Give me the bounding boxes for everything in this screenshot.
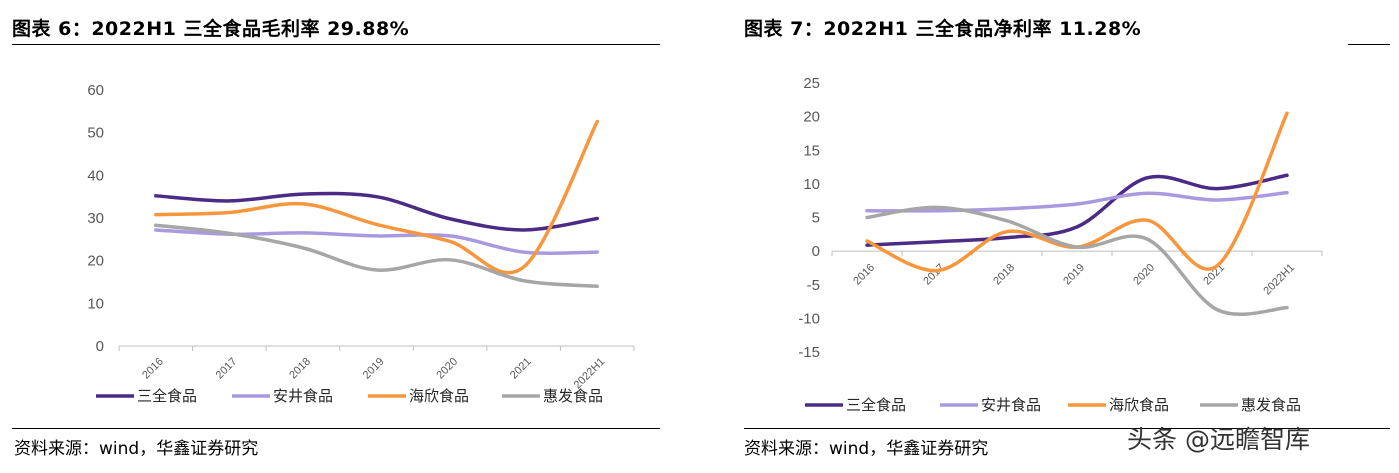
- x-tick-label: 2021: [508, 356, 534, 382]
- legend-label: 三全食品: [846, 396, 906, 414]
- chart-net-margin: -15 -10 -5 0 5 10 15 20 25 2016 2017 2018 2019 2020 20…: [798, 75, 1323, 414]
- x-tick-label: 2022H1: [1261, 262, 1297, 298]
- x-tick-label: 2016: [851, 262, 877, 288]
- x-tick-label: 2019: [361, 356, 387, 382]
- series-line: [865, 205, 1289, 317]
- watermark: 头条 @远瞻智库: [1127, 425, 1310, 454]
- y-tick-label: 10: [803, 176, 820, 193]
- y-tick-label: 60: [87, 82, 104, 99]
- series-line: [865, 111, 1289, 273]
- y-tick-label: -10: [798, 310, 820, 327]
- title-underline-right: [1348, 44, 1390, 45]
- chart-title-right: 图表 7：2022H1 三全食品净利率 11.28%: [744, 18, 1142, 40]
- source-rule-left: [12, 428, 660, 429]
- y-tick-label: -5: [807, 277, 820, 294]
- x-tick-label: 2019: [1061, 262, 1087, 288]
- series-line: [154, 223, 599, 289]
- legend-label: 海欣食品: [1109, 396, 1169, 414]
- x-tick-label: 2020: [1131, 262, 1157, 288]
- legend-label: 海欣食品: [409, 387, 469, 405]
- series-line: [865, 190, 1289, 213]
- y-tick-label: 20: [87, 253, 104, 270]
- x-tick-label: 2021: [1201, 262, 1227, 288]
- legend-label: 安井食品: [273, 387, 333, 405]
- x-tick-label: 2020: [434, 356, 460, 382]
- y-tick-label: 10: [87, 295, 104, 312]
- y-tick-label: 25: [803, 75, 820, 92]
- y-tick-label: 30: [87, 210, 104, 227]
- x-tick-label: 2017: [214, 356, 240, 382]
- x-tick-label: 2016: [140, 356, 166, 382]
- legend-label: 三全食品: [137, 387, 197, 405]
- legend-label: 惠发食品: [1241, 396, 1301, 414]
- y-tick-label: 5: [812, 210, 820, 227]
- y-tick-label: 50: [87, 125, 104, 142]
- y-tick-label: 0: [812, 243, 820, 260]
- series-line: [154, 191, 599, 232]
- source-note-right: 资料来源：wind，华鑫证券研究: [744, 439, 989, 459]
- source-rule-right: [744, 428, 1390, 429]
- legend-label: 惠发食品: [543, 387, 603, 405]
- series-line: [154, 119, 599, 275]
- y-tick-label: -15: [798, 344, 820, 361]
- y-tick-label: 15: [803, 142, 820, 159]
- legend-label: 安井食品: [981, 396, 1041, 414]
- y-tick-label: 20: [803, 109, 820, 126]
- series-line: [865, 173, 1289, 247]
- y-tick-label: 40: [87, 167, 104, 184]
- x-tick-label: 2018: [287, 356, 313, 382]
- source-note-left: 资料来源：wind，华鑫证券研究: [14, 439, 259, 459]
- x-tick-label: 2017: [921, 262, 947, 288]
- y-tick-label: 0: [96, 338, 104, 355]
- title-underline-left: [12, 44, 660, 45]
- chart-title-left: 图表 6：2022H1 三全食品毛利率 29.88%: [12, 18, 410, 40]
- x-tick-label: 2018: [991, 262, 1017, 288]
